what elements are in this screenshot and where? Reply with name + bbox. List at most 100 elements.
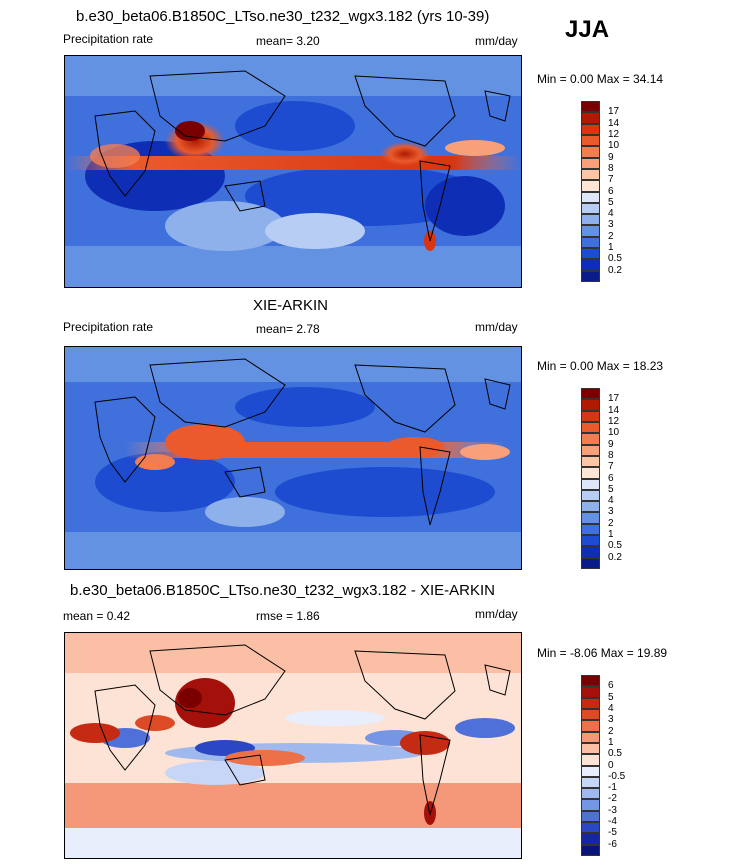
colorbar-3-tick-label: -4 [608, 816, 617, 828]
panel2-variable-label: Precipitation rate [63, 320, 154, 334]
colorbar-1-segment [581, 112, 600, 124]
season-label: JJA [565, 16, 610, 43]
panel2-title: XIE-ARKIN [253, 297, 329, 314]
colorbar-1-tick-label: 7 [608, 174, 614, 186]
colorbar-1-tick-label: 17 [608, 106, 620, 118]
panel3-rmse-label: rmse = 1.86 [256, 609, 320, 623]
colorbar-3-segment [581, 675, 600, 687]
colorbar-3-tick-label: 3 [608, 714, 614, 726]
colorbar-3-tick-label: -6 [608, 838, 617, 850]
colorbar-2-tick-label: 0.2 [608, 551, 622, 563]
colorbar-3-tick-label: -5 [608, 827, 617, 839]
colorbar-1-tick-label: 14 [608, 117, 620, 129]
panel3-minmax-label: Min = -8.06 Max = 19.89 [537, 646, 668, 660]
colorbar-3-segment [581, 697, 600, 709]
colorbar-3-segment [581, 844, 600, 856]
colorbar-2-segment [581, 478, 600, 490]
colorbar-2-segment [581, 455, 600, 468]
colorbar-3-segment [581, 686, 600, 698]
colorbar-1-tick-label: 2 [608, 230, 614, 242]
colorbar-3-tick-label: -0.5 [608, 770, 626, 782]
colorbar-2-segment [581, 467, 600, 479]
panel1-mean-label: mean= 3.20 [256, 34, 320, 48]
panel3-mean-label: mean = 0.42 [63, 609, 131, 623]
colorbar-3-tick-label: -3 [608, 804, 617, 816]
colorbar-1-segment [581, 225, 600, 237]
colorbar-3-segment [581, 765, 600, 777]
colorbar-3-segment [581, 822, 600, 834]
colorbar-2-tick-label: 0.5 [608, 540, 622, 552]
colorbar-1-tick-label: 0.2 [608, 264, 622, 276]
colorbar-3-tick-label: 1 [608, 736, 614, 748]
colorbar-2-tick-label: 2 [608, 517, 614, 529]
colorbar-3-segment [581, 731, 600, 743]
colorbar-3-segment [581, 776, 600, 789]
colorbar-1-segment [581, 168, 600, 181]
panel3-map [64, 632, 522, 859]
colorbar-1-segment [581, 123, 600, 135]
colorbar-2-tick-label: 6 [608, 472, 614, 484]
colorbar-2-tick-label: 5 [608, 483, 614, 495]
panel1-title: b.e30_beta06.B1850C_LTso.ne30_t232_wgx3.… [76, 8, 490, 25]
panel1-minmax-label: Min = 0.00 Max = 34.14 [537, 72, 664, 86]
panel2-minmax-label: Min = 0.00 Max = 18.23 [537, 359, 664, 373]
panel3-units-label: mm/day [475, 607, 518, 621]
colorbar-1-tick-label: 9 [608, 151, 614, 163]
colorbar-1-segment [581, 214, 600, 226]
colorbar-1-tick-label: 5 [608, 196, 614, 208]
colorbar-3-segment [581, 708, 600, 721]
colorbar-3-tick-label: 0 [608, 759, 614, 771]
colorbar-2-segment [581, 489, 600, 502]
colorbar-3-tick-label: 6 [608, 680, 614, 692]
colorbar-2-segment [581, 557, 600, 569]
colorbar-2-segment [581, 546, 600, 558]
colorbar-2-tick-label: 17 [608, 393, 620, 405]
colorbar-3-tick-label: 5 [608, 691, 614, 703]
colorbar-3-tick-label: -2 [608, 793, 617, 805]
colorbar-1-tick-label: 4 [608, 208, 614, 220]
colorbar-2-tick-label: 14 [608, 404, 620, 416]
colorbar-1-segment [581, 202, 600, 215]
panel3-title: b.e30_beta06.B1850C_LTso.ne30_t232_wgx3.… [70, 582, 496, 599]
colorbar-2-segment [581, 433, 600, 445]
colorbar-2-segment [581, 535, 600, 547]
colorbar-1-segment [581, 248, 600, 260]
colorbar-2-segment [581, 410, 600, 422]
colorbar-2-tick-label: 8 [608, 449, 614, 461]
colorbar-2-tick-label: 3 [608, 506, 614, 518]
colorbar-1-segment [581, 134, 600, 147]
colorbar-2-segment [581, 388, 600, 400]
colorbar-1-tick-label: 8 [608, 162, 614, 174]
colorbar-1-tick-label: 12 [608, 128, 620, 140]
panel1-units-label: mm/day [475, 34, 518, 48]
colorbar-2-segment [581, 523, 600, 536]
colorbar-2-tick-label: 7 [608, 461, 614, 473]
colorbar-3-tick-label: 2 [608, 725, 614, 737]
colorbar-2-segment [581, 421, 600, 434]
colorbar-1-tick-label: 3 [608, 219, 614, 231]
colorbar-2-tick-label: 1 [608, 529, 614, 541]
panel2-units-label: mm/day [475, 320, 518, 334]
colorbar-1-segment [581, 146, 600, 158]
panel1-map [64, 55, 522, 288]
panel1-variable-label: Precipitation rate [63, 32, 154, 46]
colorbar-3-tick-label: 0.5 [608, 748, 622, 760]
colorbar-2-tick-label: 9 [608, 438, 614, 450]
colorbar-2-segment [581, 501, 600, 513]
colorbar-3-tick-label: -1 [608, 782, 617, 794]
colorbar-1-tick-label: 6 [608, 185, 614, 197]
colorbar-3-segment [581, 788, 600, 800]
colorbar-2-segment [581, 444, 600, 456]
colorbar-1-tick-label: 0.5 [608, 253, 622, 265]
colorbar-3-segment [581, 742, 600, 755]
colorbar-2-segment [581, 512, 600, 524]
colorbar-3-segment [581, 720, 600, 732]
colorbar-3-segment [581, 754, 600, 766]
colorbar-2-tick-label: 12 [608, 415, 620, 427]
colorbar-3-segment [581, 833, 600, 845]
colorbar-1-segment [581, 191, 600, 203]
colorbar-3-segment [581, 799, 600, 811]
colorbar-2-segment [581, 399, 600, 411]
panel2-map [64, 346, 522, 570]
colorbar-2-tick-label: 4 [608, 495, 614, 507]
